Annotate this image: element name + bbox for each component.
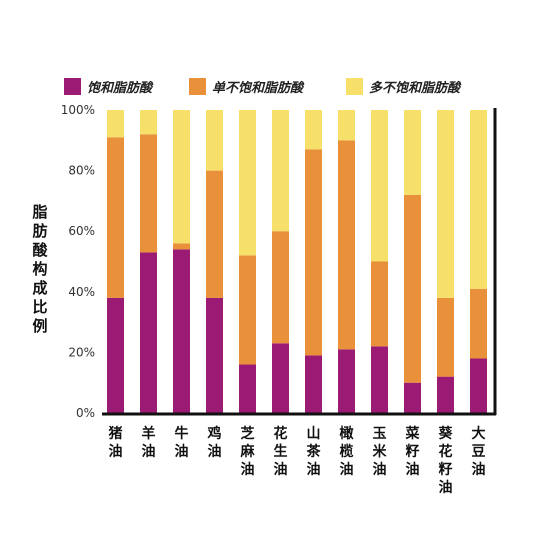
legend-swatch bbox=[346, 78, 363, 95]
y-tick-label: 20% bbox=[68, 345, 95, 359]
bar-segment bbox=[305, 149, 322, 356]
x-tick-label: 羊油 bbox=[142, 425, 156, 460]
bar-segment bbox=[437, 376, 454, 413]
x-tick-label: 花生油 bbox=[274, 425, 288, 478]
bar-segment bbox=[107, 297, 124, 413]
x-tick-label: 芝麻油 bbox=[240, 425, 256, 478]
x-tick-label: 橄榄油 bbox=[340, 425, 355, 478]
bar-segment bbox=[239, 364, 256, 413]
y-tick-label: 40% bbox=[68, 285, 95, 299]
y-axis-title: 脂肪酸构成比例 bbox=[32, 203, 48, 335]
bar-segment bbox=[206, 170, 223, 298]
y-tick-label: 100% bbox=[61, 103, 95, 117]
x-tick-label: 鸡油 bbox=[207, 425, 222, 460]
bar-segment bbox=[140, 110, 157, 135]
legend-label: 单不饱和脂肪酸 bbox=[212, 80, 305, 96]
bar-segment bbox=[338, 349, 355, 413]
x-tick-label: 山茶油 bbox=[306, 426, 322, 478]
bar-segment bbox=[272, 343, 289, 413]
bar-segment bbox=[371, 110, 388, 262]
bar-segment bbox=[470, 288, 487, 359]
bar-segment bbox=[371, 346, 388, 413]
x-tick-label: 菜籽油 bbox=[405, 425, 421, 478]
x-tick-label: 牛油 bbox=[175, 425, 189, 460]
x-tick-label: 玉米油 bbox=[373, 426, 388, 478]
bar-segment bbox=[404, 110, 421, 195]
bar-segment bbox=[239, 255, 256, 365]
bar-segment bbox=[404, 194, 421, 383]
legend-item-3: 多不饱和脂肪酸 bbox=[346, 78, 462, 96]
bar-segment bbox=[272, 110, 289, 232]
y-tick-label: 80% bbox=[68, 164, 95, 178]
y-tick-label: 60% bbox=[68, 224, 95, 238]
bar-segment bbox=[470, 110, 487, 289]
bar-segment bbox=[272, 231, 289, 344]
bar-segment bbox=[107, 110, 124, 138]
bar-segment bbox=[140, 252, 157, 413]
bar-segment bbox=[173, 110, 190, 244]
bar-segment bbox=[371, 261, 388, 347]
y-tick-label: 0% bbox=[76, 406, 95, 420]
legend-label: 饱和脂肪酸 bbox=[87, 80, 154, 96]
x-tick-label: 猪油 bbox=[108, 425, 123, 460]
bar-segment bbox=[404, 382, 421, 413]
bar-segment bbox=[173, 249, 190, 413]
legend-item-2: 单不饱和脂肪酸 bbox=[189, 78, 305, 96]
bar-segment bbox=[206, 110, 223, 171]
bar-segment bbox=[305, 355, 322, 413]
legend-label: 多不饱和脂肪酸 bbox=[369, 80, 462, 96]
bar-segment bbox=[173, 243, 190, 250]
x-tick-label: 葵花籽油 bbox=[438, 425, 454, 496]
bar-segment bbox=[338, 140, 355, 350]
bar-segment bbox=[206, 297, 223, 413]
legend-swatch bbox=[64, 78, 81, 95]
bar-segment bbox=[305, 110, 322, 150]
bar-segment bbox=[338, 110, 355, 141]
bar-segment bbox=[437, 110, 454, 298]
legend-swatch bbox=[189, 78, 206, 95]
bar-segment bbox=[437, 297, 454, 377]
legend-item-1: 饱和脂肪酸 bbox=[64, 78, 154, 96]
bar-segment bbox=[107, 137, 124, 298]
bar-segment bbox=[140, 134, 157, 253]
bar-segment bbox=[239, 110, 256, 256]
x-tick-label: 大豆油 bbox=[472, 425, 486, 478]
bar-segment bbox=[470, 358, 487, 413]
